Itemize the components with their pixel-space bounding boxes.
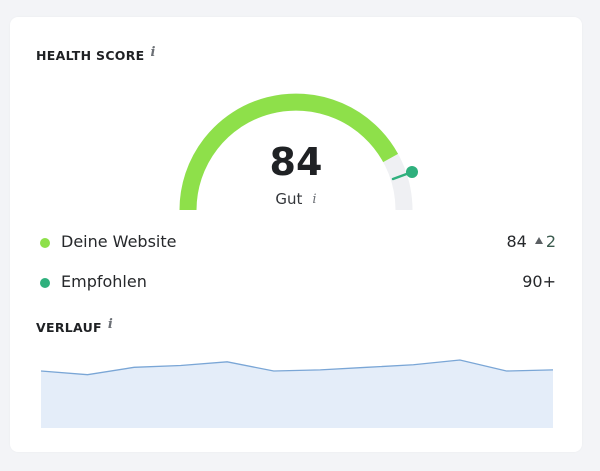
history-area-chart	[40, 359, 554, 428]
rating-info-icon[interactable]: i	[312, 192, 317, 207]
triangle-up-icon	[534, 237, 543, 244]
legend-value: 84 2	[506, 232, 556, 251]
health-score-title: HEALTH SCORE i	[36, 45, 156, 64]
legend-item-website: Deine Website 84 2	[40, 232, 556, 254]
score-delta: 2	[534, 232, 556, 251]
legend-dot-teal	[40, 278, 50, 288]
recommended-score: 90+	[522, 272, 556, 291]
rating-text: Gut	[275, 190, 303, 208]
legend-label: Empfohlen	[61, 272, 147, 291]
gauge-fill	[179, 93, 399, 211]
score-rating: Gut i	[0, 190, 592, 208]
recommended-marker-dot	[406, 166, 418, 178]
area-line	[40, 359, 554, 376]
area-fill	[41, 359, 553, 428]
legend-label: Deine Website	[61, 232, 177, 251]
history-title-text: VERLAUF	[36, 320, 102, 335]
legend-item-recommended: Empfohlen 90+	[40, 272, 556, 294]
website-score: 84	[506, 232, 527, 251]
score-value: 84	[269, 140, 323, 184]
health-score-title-text: HEALTH SCORE	[36, 48, 145, 63]
health-score-gauge	[179, 93, 418, 211]
history-title: VERLAUF i	[36, 317, 114, 336]
info-icon[interactable]: i	[107, 317, 114, 332]
legend-dot-green	[40, 238, 50, 248]
legend-value: 90+	[522, 272, 556, 291]
delta-value: 2	[545, 232, 556, 251]
info-icon[interactable]: i	[150, 45, 156, 60]
